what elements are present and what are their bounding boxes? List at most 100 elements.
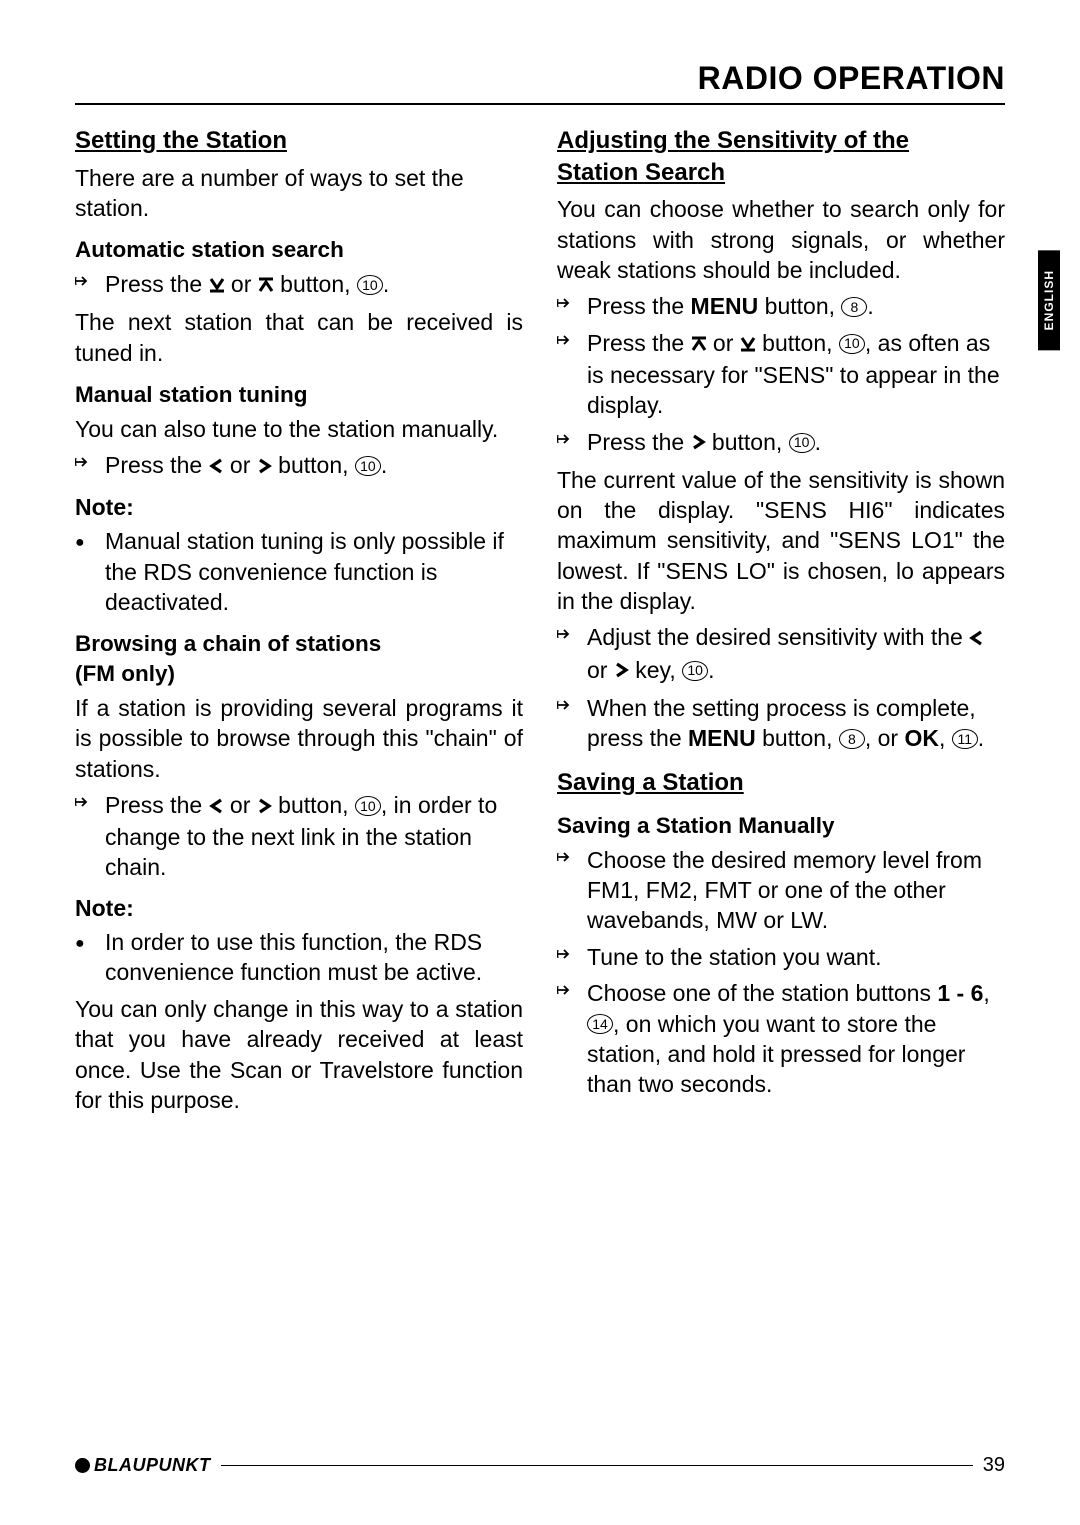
instruction-step: Adjust the desired sensitivity with the … [557, 622, 1005, 686]
section-heading-setting-station: Setting the Station [75, 125, 523, 157]
up-icon [691, 329, 707, 359]
text: Adjusting the Sensitivity of the [557, 127, 909, 154]
ref-badge: 14 [587, 1014, 613, 1034]
down-icon [209, 270, 225, 300]
text: button, [756, 330, 839, 356]
subheading-manual-tuning: Manual station tuning [75, 380, 523, 410]
ref-badge: 10 [355, 456, 381, 476]
brand-text: BLAUPUNKT [94, 1455, 211, 1476]
section-heading-saving-station: Saving a Station [557, 767, 1005, 799]
text: button, [274, 271, 357, 297]
instruction-step: Press the or button, 10, in order to cha… [75, 790, 523, 883]
text: button, [272, 452, 355, 478]
step-arrow-icon [75, 450, 105, 470]
text: . [381, 452, 387, 478]
step-text: Choose one of the station buttons 1 - 6,… [587, 978, 1005, 1099]
note-label: Note: [75, 492, 523, 522]
button-range: 1 - 6 [937, 980, 983, 1006]
text: . [383, 271, 389, 297]
text: Press the [105, 271, 209, 297]
bullet-text: In order to use this function, the RDS c… [105, 927, 523, 988]
text: Station Search [557, 159, 725, 186]
step-arrow-icon [557, 978, 587, 998]
step-arrow-icon [557, 845, 587, 865]
step-arrow-icon [557, 328, 587, 348]
text: (FM only) [75, 661, 175, 686]
language-tab: ENGLISH [1038, 250, 1060, 350]
paragraph: The next station that can be received is… [75, 307, 523, 368]
step-text: Choose the desired memory level from FM1… [587, 845, 1005, 936]
down-icon [740, 329, 756, 359]
right-icon [257, 791, 272, 821]
left-column: Setting the Station There are a number o… [75, 123, 523, 1121]
note-label: Note: [75, 893, 523, 923]
instruction-step: Press the button, 10. [557, 427, 1005, 459]
instruction-step: Press the or button, 10. [75, 269, 523, 301]
left-icon [209, 791, 224, 821]
text: Press the [105, 452, 209, 478]
right-icon [691, 427, 706, 457]
text: . [708, 657, 714, 683]
text: . [978, 725, 984, 751]
ref-badge: 10 [682, 661, 708, 681]
paragraph: If a station is providing several progra… [75, 693, 523, 784]
right-column: Adjusting the Sensitivity of the Station… [557, 123, 1005, 1121]
step-text: Press the or button, 10. [105, 269, 523, 301]
page-number: 39 [983, 1454, 1005, 1477]
paragraph: You can choose whether to search only fo… [557, 194, 1005, 285]
step-text: Press the or button, 10, in order to cha… [105, 790, 523, 883]
text: . [867, 293, 873, 319]
instruction-step: Choose one of the station buttons 1 - 6,… [557, 978, 1005, 1099]
left-icon [209, 451, 224, 481]
paragraph: You can only change in this way to a sta… [75, 994, 523, 1115]
subheading-browsing-chain: Browsing a chain of stations (FM only) [75, 629, 523, 688]
ref-badge: 11 [952, 729, 978, 749]
text: or [587, 657, 614, 683]
step-arrow-icon [557, 622, 587, 642]
step-arrow-icon [557, 427, 587, 447]
step-arrow-icon [75, 269, 105, 289]
text: , [983, 980, 989, 1006]
step-text: Tune to the station you want. [587, 942, 1005, 972]
left-icon [969, 623, 984, 653]
text: button, [756, 725, 839, 751]
text: , [939, 725, 952, 751]
instruction-step: Tune to the station you want. [557, 942, 1005, 972]
step-arrow-icon [75, 790, 105, 810]
text: or [225, 271, 258, 297]
page-title: RADIO OPERATION [75, 60, 1005, 105]
subheading-auto-search: Automatic station search [75, 235, 523, 265]
text: . [815, 429, 821, 455]
menu-label: MENU [691, 293, 759, 319]
text: Press the [587, 429, 691, 455]
instruction-step: Press the or button, 10. [75, 450, 523, 482]
text: button, [272, 792, 355, 818]
bullet-item: ● In order to use this function, the RDS… [75, 927, 523, 988]
text: key, [629, 657, 682, 683]
text: Press the [587, 293, 691, 319]
up-icon [258, 270, 274, 300]
brand-logo: BLAUPUNKT [75, 1455, 211, 1476]
text: , on which you want to store the station… [587, 1011, 965, 1098]
text: , or [865, 725, 905, 751]
step-arrow-icon [557, 693, 587, 713]
ref-badge: 10 [789, 433, 815, 453]
text: button, [706, 429, 789, 455]
paragraph: You can also tune to the station manuall… [75, 414, 523, 444]
instruction-step: Choose the desired memory level from FM1… [557, 845, 1005, 936]
step-arrow-icon [557, 291, 587, 311]
ref-badge: 8 [841, 297, 867, 317]
bullet-icon: ● [75, 526, 105, 553]
ref-badge: 10 [355, 796, 381, 816]
paragraph: The current value of the sensitivity is … [557, 465, 1005, 617]
right-icon [257, 451, 272, 481]
text: Adjust the desired sensitivity with the [587, 624, 969, 650]
step-text: When the setting process is complete, pr… [587, 693, 1005, 754]
step-text: Press the or button, 10. [105, 450, 523, 482]
menu-label: MENU [688, 725, 756, 751]
text: button, [758, 293, 841, 319]
ok-label: OK [904, 725, 939, 751]
bullet-item: ● Manual station tuning is only possible… [75, 526, 523, 617]
text: or [707, 330, 740, 356]
bullet-icon: ● [75, 927, 105, 954]
